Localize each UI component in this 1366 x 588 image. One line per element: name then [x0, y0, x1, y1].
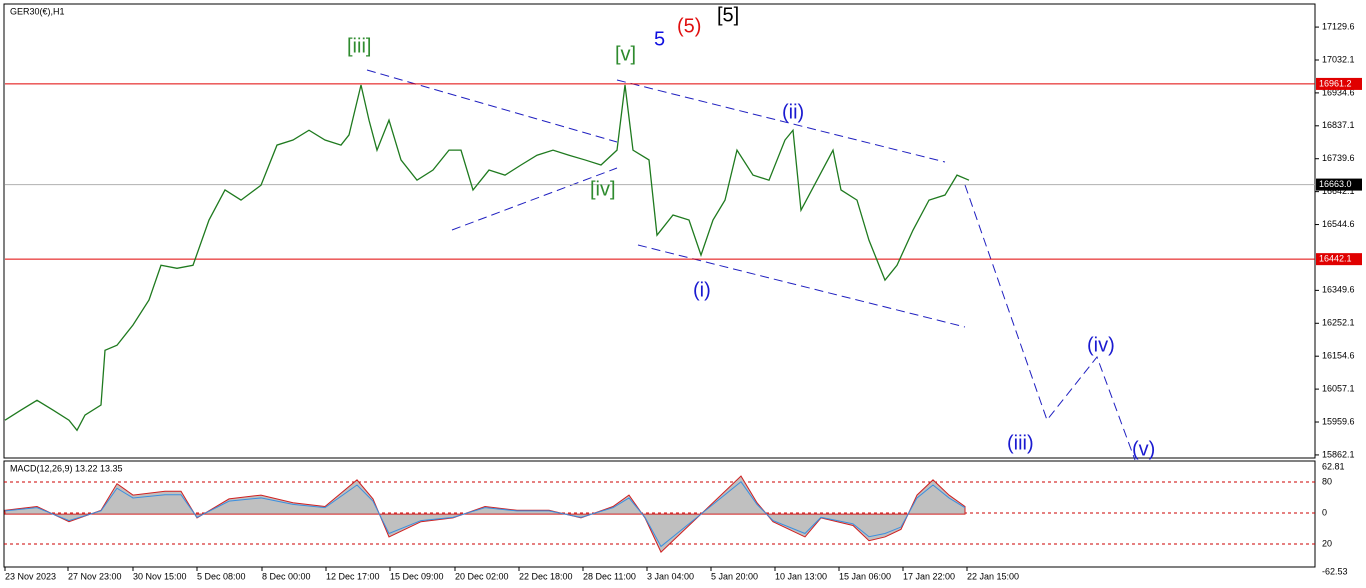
- level-label: 16663.0: [1319, 179, 1352, 189]
- wave-label: (iii): [1007, 432, 1034, 454]
- y-tick-label: 16154.6: [1322, 351, 1355, 361]
- price-line: [4, 84, 970, 432]
- y-tick-label: 16837.1: [1322, 120, 1355, 130]
- level-label-box: [1316, 77, 1362, 90]
- x-tick-label: 15 Jan 06:00: [839, 571, 891, 581]
- wave-label: [5]: [717, 4, 739, 26]
- wave-label: (5): [677, 15, 701, 37]
- x-tick-label: 12 Dec 17:00: [326, 571, 380, 581]
- y-tick-label: 15959.6: [1322, 416, 1355, 426]
- x-tick-label: 3 Jan 04:00: [647, 571, 694, 581]
- level-label-box: [1316, 178, 1362, 191]
- main-frame: [3, 3, 1316, 459]
- level-label: 16961.2: [1319, 78, 1352, 88]
- y-tick-label: 17032.1: [1322, 54, 1355, 64]
- y-tick-label: 16349.6: [1322, 285, 1355, 295]
- macd-line: [4, 481, 966, 548]
- y-tick-label: 16642.1: [1322, 186, 1355, 196]
- macd-axis-label: -62.53: [1322, 566, 1348, 576]
- wave-label: (i): [693, 279, 711, 301]
- x-tick-label: 10 Jan 13:00: [775, 571, 827, 581]
- chart-title: GER30(€),H1: [10, 6, 65, 16]
- x-tick-label: 8 Dec 00:00: [262, 571, 311, 581]
- wave-label: 5: [654, 28, 665, 50]
- macd-title: MACD(12,26,9) 13.22 13.35: [10, 463, 123, 473]
- wave-label: (v): [1132, 438, 1155, 460]
- x-tick-label: 20 Dec 02:00: [455, 571, 509, 581]
- macd-axis-label: 20: [1322, 538, 1332, 548]
- y-tick-label: 16057.1: [1322, 383, 1355, 393]
- y-tick-label: 16739.6: [1322, 153, 1355, 163]
- x-tick-label: 30 Nov 15:00: [133, 571, 187, 581]
- x-tick-label: 28 Dec 11:00: [583, 571, 636, 581]
- x-tick-label: 23 Nov 2023: [5, 571, 56, 581]
- x-tick-label: 15 Dec 09:00: [390, 571, 444, 581]
- y-tick-label: 16934.6: [1322, 87, 1355, 97]
- wave-label: [iii]: [347, 35, 371, 57]
- x-tick-label: 17 Jan 22:00: [903, 571, 955, 581]
- macd-axis-label: 62.81: [1322, 461, 1345, 471]
- y-tick-label: 16544.6: [1322, 219, 1355, 229]
- x-tick-label: 22 Dec 18:00: [519, 571, 573, 581]
- macd-frame: [3, 460, 1316, 568]
- wave-label: (ii): [782, 101, 804, 123]
- wave-label: [iv]: [590, 178, 616, 200]
- wave-label: [v]: [615, 43, 636, 65]
- x-tick-label: 5 Dec 08:00: [197, 571, 246, 581]
- macd-axis-label: 0: [1322, 507, 1327, 517]
- x-tick-label: 22 Jan 15:00: [967, 571, 1019, 581]
- x-tick-label: 5 Jan 20:00: [711, 571, 758, 581]
- y-tick-label: 17129.6: [1322, 21, 1355, 31]
- y-tick-label: 16252.1: [1322, 318, 1355, 328]
- macd-axis-label: 80: [1322, 476, 1332, 486]
- level-label-box: [1316, 253, 1362, 266]
- wave-label: (iv): [1087, 334, 1115, 356]
- y-tick-label: 15862.1: [1322, 449, 1355, 459]
- level-label: 16442.1: [1319, 254, 1352, 264]
- x-tick-label: 27 Nov 23:00: [68, 571, 122, 581]
